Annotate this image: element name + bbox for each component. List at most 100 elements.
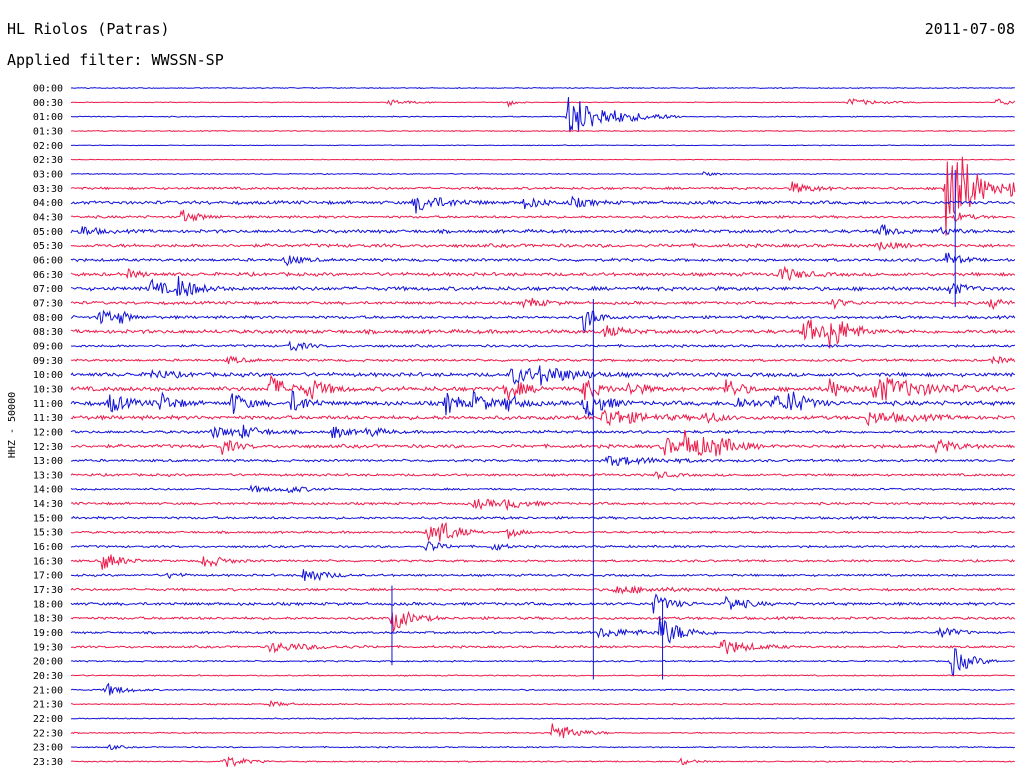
trace-row [70, 455, 1015, 466]
trace-row [70, 409, 1016, 427]
trace-row [70, 699, 1015, 708]
time-tick-label: 23:30 [33, 757, 63, 768]
trace-row [70, 156, 1016, 236]
time-tick-label: 08:30 [33, 327, 63, 338]
time-tick-label: 12:30 [33, 442, 63, 453]
time-tick-label: 18:30 [33, 614, 63, 625]
time-tick-label: 20:30 [33, 671, 63, 682]
seismogram-traces [70, 86, 1016, 767]
trace-row [70, 717, 1015, 720]
trace-row [71, 144, 1015, 147]
trace-row [70, 569, 1015, 582]
time-tick-label: 04:30 [33, 212, 63, 223]
trace-row [70, 610, 1016, 632]
trace-row [70, 471, 1016, 480]
time-tick-label: 17:00 [33, 571, 63, 582]
trace-row [70, 585, 1016, 595]
trace-row [70, 276, 1016, 297]
time-tick-label: 09:30 [33, 356, 63, 367]
trace-row [70, 674, 1015, 677]
trace-row [70, 424, 1015, 439]
time-tick-label: 14:30 [33, 499, 63, 510]
seismogram-spikes [391, 169, 956, 680]
time-tick-label: 05:00 [33, 227, 63, 238]
station-title: HL Riolos (Patras) [7, 20, 170, 38]
trace-row [70, 499, 1016, 512]
time-tick-label: 23:00 [33, 743, 63, 754]
time-tick-labels: 00:00 00:30 01:00 01:30 02:00 02:30 03:00 03:30… [33, 84, 63, 769]
trace-row [70, 554, 1016, 570]
time-tick-label: 12:00 [33, 427, 63, 438]
trace-row [70, 171, 1015, 176]
time-tick-label: 09:00 [33, 341, 63, 352]
trace-row [70, 390, 1016, 417]
time-tick-label: 01:30 [33, 126, 63, 137]
time-tick-label: 15:00 [33, 513, 63, 524]
trace-row [70, 541, 1016, 552]
trace-row [70, 98, 1016, 108]
trace-row [70, 515, 1016, 521]
trace-row [70, 129, 1015, 133]
time-tick-label: 21:30 [33, 700, 63, 711]
trace-row [70, 374, 1015, 401]
time-tick-label: 07:30 [33, 298, 63, 309]
trace-row [70, 355, 1016, 365]
trace-row [70, 682, 1015, 696]
trace-row [70, 521, 1015, 542]
trace-row [70, 158, 1015, 161]
y-axis-label: HHZ - 50000 [7, 392, 18, 458]
time-tick-label: 03:30 [33, 184, 63, 195]
time-tick-label: 01:00 [33, 112, 63, 123]
trace-row [70, 484, 1016, 494]
time-tick-label: 15:30 [33, 528, 63, 539]
trace-row [70, 97, 1015, 133]
time-tick-label: 03:00 [33, 169, 63, 180]
time-tick-label: 21:00 [33, 685, 63, 696]
time-tick-label: 13:30 [33, 470, 63, 481]
time-tick-label: 17:30 [33, 585, 63, 596]
trace-row [70, 756, 1015, 767]
trace-row [70, 241, 1015, 252]
trace-row [70, 365, 1016, 386]
time-tick-label: 19:30 [33, 642, 63, 653]
time-tick-label: 22:00 [33, 714, 63, 725]
trace-row [70, 265, 1016, 282]
trace-row [70, 593, 1016, 614]
trace-row [70, 86, 1015, 90]
time-tick-label: 20:00 [33, 657, 63, 668]
time-tick-label: 04:00 [33, 198, 63, 209]
time-tick-label: 00:30 [33, 98, 63, 109]
date-label: 2011-07-08 [924, 20, 1015, 38]
trace-row [70, 195, 1016, 214]
time-tick-label: 07:00 [33, 284, 63, 295]
trace-row [70, 616, 1016, 644]
trace-row [70, 319, 1016, 349]
time-tick-label: 05:30 [33, 241, 63, 252]
time-tick-label: 11:30 [33, 413, 63, 424]
time-tick-label: 13:00 [33, 456, 63, 467]
time-tick-label: 00:00 [33, 84, 63, 95]
time-tick-label: 22:30 [33, 728, 63, 739]
trace-row [70, 209, 1015, 222]
trace-row [70, 297, 1016, 311]
trace-row [70, 639, 1016, 655]
time-tick-label: 14:00 [33, 485, 63, 496]
time-tick-label: 18:00 [33, 599, 63, 610]
time-tick-label: 11:00 [33, 399, 63, 410]
trace-row [70, 223, 1015, 236]
trace-row [70, 309, 1016, 333]
time-tick-label: 19:00 [33, 628, 63, 639]
time-tick-label: 02:30 [33, 155, 63, 166]
trace-row [70, 744, 1015, 751]
trace-row [70, 429, 1015, 457]
trace-row [70, 723, 1015, 739]
time-tick-label: 06:00 [33, 255, 63, 266]
trace-row [70, 252, 1016, 267]
time-tick-label: 16:00 [33, 542, 63, 553]
filter-label: Applied filter: WWSSN-SP [7, 51, 224, 69]
time-tick-label: 10:00 [33, 370, 63, 381]
time-tick-label: 16:30 [33, 556, 63, 567]
time-tick-label: 02:00 [33, 141, 63, 152]
time-tick-label: 06:30 [33, 270, 63, 281]
